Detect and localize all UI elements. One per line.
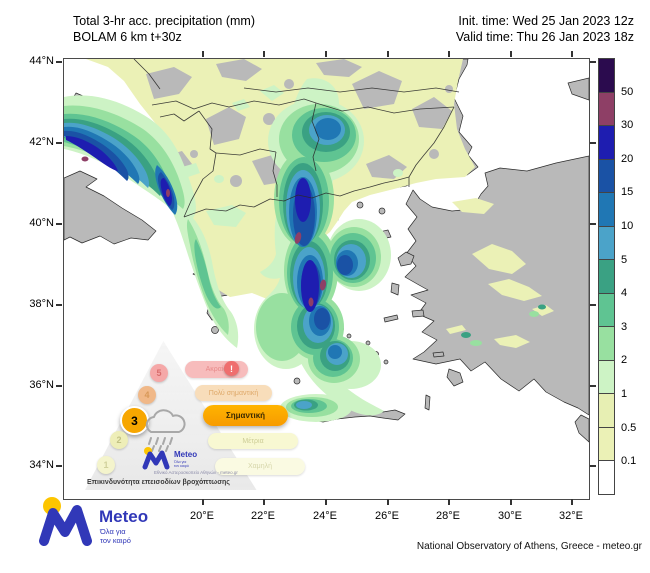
colorbar-segment <box>599 59 614 93</box>
land-ne-corner <box>567 77 589 101</box>
lon-tick-label: 26°E <box>375 510 399 522</box>
risk-level-circle-3: 3 <box>120 406 149 435</box>
attribution: National Observatory of Athens, Greece -… <box>416 541 642 552</box>
logo-wordmark: Meteo <box>99 507 148 526</box>
colorbar-tick-label: 0.1 <box>621 455 637 467</box>
svg-text:τον καιρό: τον καιρό <box>174 464 189 468</box>
colorbar-segment <box>599 327 614 361</box>
island-zakynthos <box>211 326 219 334</box>
alert-badge: ! <box>224 361 239 376</box>
island-kos <box>432 351 445 358</box>
colorbar-segment <box>599 193 614 227</box>
colorbar-tick-label: 1 <box>621 388 628 400</box>
colorbar-tick-label: 2 <box>621 354 628 366</box>
mini-logo-text: Meteo <box>174 450 197 459</box>
lat-tick-label: 44°N <box>29 55 54 67</box>
colorbar-tick-label: 3 <box>621 321 628 333</box>
risk-pill-2: Μέτρια <box>208 433 298 449</box>
colorbar-segment <box>599 293 614 328</box>
map-title-block: Total 3-hr acc. precipitation (mm) BOLAM … <box>73 13 255 45</box>
risk-level-circle-4: 4 <box>138 386 156 404</box>
colorbar-tick-label: 30 <box>621 119 634 131</box>
colorbar-segment <box>599 226 614 261</box>
island-ikaria <box>383 314 399 323</box>
colorbar-tick-label: 4 <box>621 287 628 299</box>
lat-tick-label: 42°N <box>29 136 54 148</box>
colorbar-segment <box>599 394 614 428</box>
risk-inset-caption: Επικινδυνότητα επεισοδίων βροχόπτωσης <box>87 479 230 486</box>
rain-cloud-icon <box>145 409 186 452</box>
colorbar-tick-label: 50 <box>621 86 634 98</box>
lon-tick-label: 30°E <box>498 510 522 522</box>
time-info-block: Init. time: Wed 25 Jan 2023 12z Valid tim… <box>456 13 634 45</box>
lat-tick-label: 38°N <box>29 298 54 310</box>
island-samos <box>411 309 425 318</box>
mini-logo-subline: Εθνικό Αστεροσκοπείο Αθηνών - meteo.gr <box>154 470 238 475</box>
svg-text:Όλα για: Όλα για <box>173 460 186 464</box>
lon-tick-label: 24°E <box>313 510 337 522</box>
colorbar-tick-label: 0.5 <box>621 422 637 434</box>
init-time-label: Init. time: Wed 25 Jan 2023 12z <box>458 14 634 28</box>
island-rhodes <box>446 368 464 387</box>
colorbar-segment <box>599 92 614 127</box>
model-run-label: BOLAM 6 km t+30z <box>73 30 182 44</box>
meteo-mini-logo: Meteo Όλα για τον καιρό <box>142 447 197 470</box>
lon-tick-label: 28°E <box>436 510 460 522</box>
lat-tick-label: 36°N <box>29 379 54 391</box>
lon-tick-label: 22°E <box>251 510 275 522</box>
colorbar-segment <box>599 260 614 294</box>
colorbar-tick-label: 20 <box>621 153 634 165</box>
logo-tagline-1: Όλα για <box>99 527 126 536</box>
lat-tick-label: 34°N <box>29 459 54 471</box>
colorbar-segment <box>599 461 614 494</box>
dry-land-patches <box>146 59 453 198</box>
map-title: Total 3-hr acc. precipitation (mm) <box>73 14 256 28</box>
island-lesbos <box>397 251 415 267</box>
risk-level-circle-5: 5 <box>150 364 168 382</box>
colorbar-tick-label: 15 <box>621 186 634 198</box>
land-italy <box>64 170 157 245</box>
colorbar-tick-label: 5 <box>621 254 628 266</box>
risk-level-circle-2: 2 <box>110 431 128 449</box>
island-chios <box>390 282 400 296</box>
island-karpathos <box>424 394 431 411</box>
precipitation-layer <box>64 59 554 422</box>
colorbar-tick-label: 10 <box>621 220 634 232</box>
lat-tick-label: 40°N <box>29 217 54 229</box>
risk-pill-3: Σημαντική <box>203 405 288 426</box>
risk-pill-1: Χαμηλή <box>215 458 305 475</box>
logo-tagline-2: τον καιρό <box>100 536 131 545</box>
valid-time-label: Valid time: Thu 26 Jan 2023 18z <box>455 30 634 44</box>
colorbar-segment <box>599 427 614 462</box>
island-kythira <box>293 377 301 385</box>
colorbar-segment <box>599 126 614 160</box>
lon-tick-label: 20°E <box>190 510 214 522</box>
meteo-logo: Meteo Όλα για τον καιρό <box>39 497 148 546</box>
precip-50mm-spots <box>81 156 327 307</box>
risk-level-circle-1: 1 <box>97 456 115 474</box>
colorbar-segment <box>599 159 614 194</box>
risk-pill-4: Πολύ σημαντική <box>195 385 272 401</box>
logo-m-mark <box>39 505 92 546</box>
country-borders-layer <box>133 59 460 218</box>
rainfall-risk-inset: 5 4 3 2 1 Ακραία ! Πολύ σημαντική Σημαντ… <box>85 338 330 495</box>
lon-tick-label: 32°E <box>559 510 583 522</box>
colorbar-segment <box>599 360 614 395</box>
island-cyprus-tip <box>574 414 589 443</box>
precipitation-colorbar <box>598 58 615 495</box>
